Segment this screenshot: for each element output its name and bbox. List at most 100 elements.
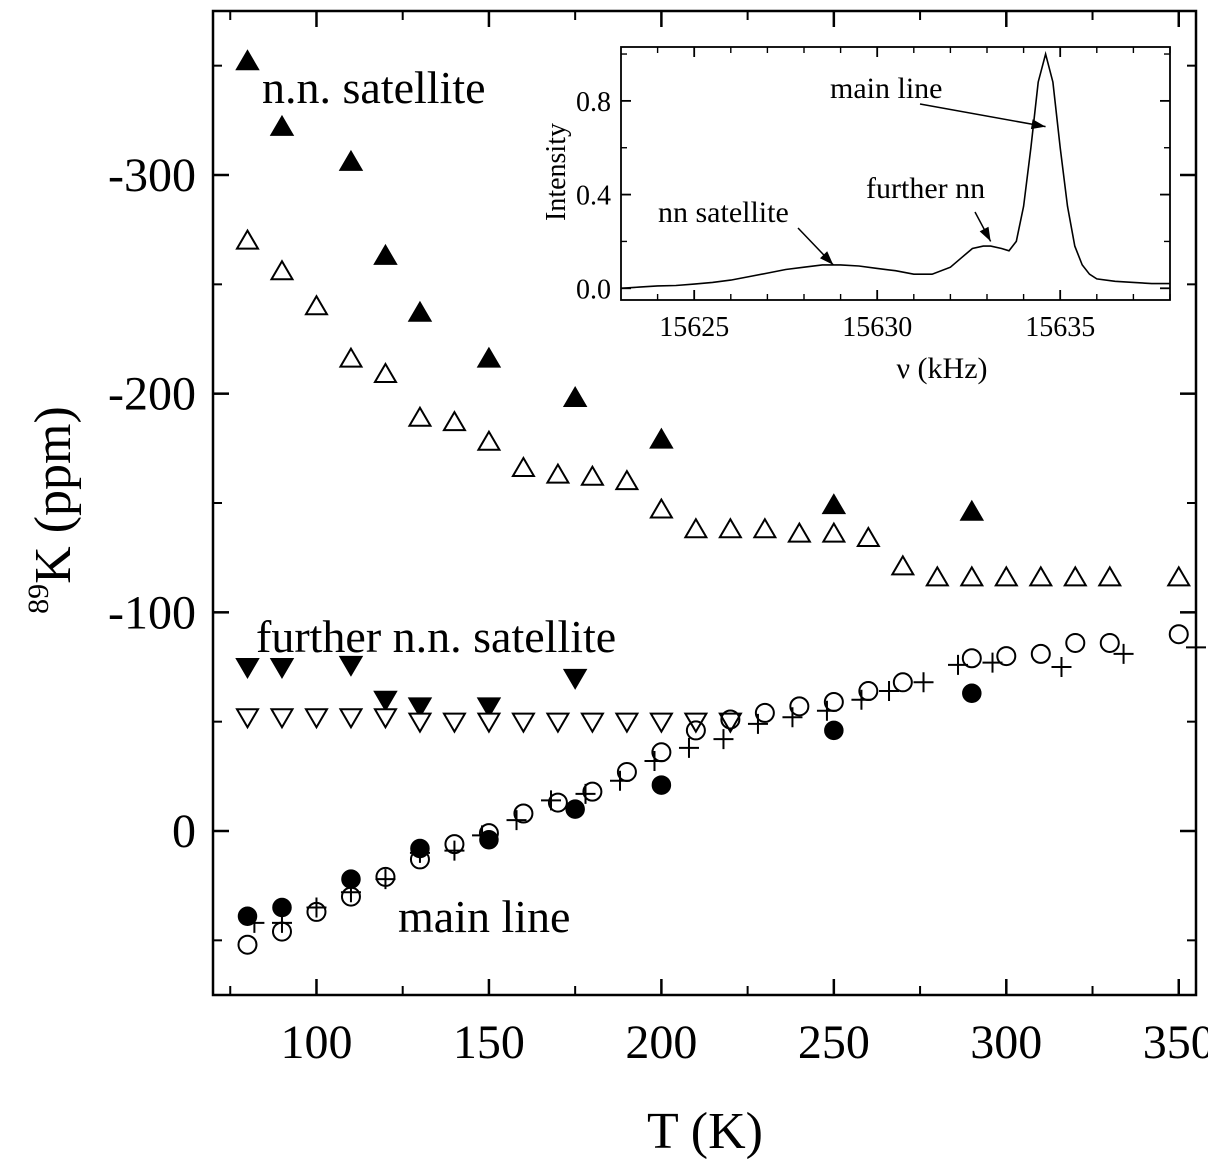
filled-triangle-up-point bbox=[562, 386, 588, 408]
open-triangle-down-point bbox=[683, 712, 709, 734]
inset-arrow-nn-satellite-head bbox=[819, 251, 834, 265]
open-triangle-up-point bbox=[752, 517, 778, 539]
open-triangle-down-point bbox=[511, 712, 536, 734]
open-triangle-up-point bbox=[994, 565, 1019, 587]
open-circle-point bbox=[892, 672, 913, 693]
y-tick-label: -100 bbox=[108, 586, 196, 639]
y-tick-label: -300 bbox=[108, 149, 196, 202]
filled-triangle-down-point bbox=[235, 658, 260, 679]
open-triangle-down-point bbox=[442, 712, 467, 734]
filled-circle-point bbox=[237, 906, 258, 927]
main-plot: 100 150 200 250 300 350 0 -100 -200 -300 T (K) 89… bbox=[22, 9, 1208, 1159]
open-circle-point bbox=[547, 792, 568, 813]
inset-arrow-main-line-head bbox=[1030, 119, 1046, 130]
x-tick-label: 150 bbox=[453, 1016, 525, 1069]
open-circle-point bbox=[1065, 632, 1086, 653]
inset-y-tick-label: 0.8 bbox=[576, 87, 611, 118]
inset-annotation-main-line: main line bbox=[830, 72, 942, 105]
open-triangle-up-point bbox=[442, 410, 467, 432]
inset-y-tick-label: 0.4 bbox=[576, 181, 611, 212]
svg-text:89K (ppm): 89K (ppm) bbox=[22, 406, 82, 614]
open-triangle-down-point bbox=[338, 708, 364, 730]
open-triangle-down-point bbox=[614, 712, 640, 734]
plus-point bbox=[609, 770, 630, 791]
open-circle-point bbox=[582, 781, 603, 802]
open-triangle-down-point bbox=[649, 712, 674, 734]
filled-triangle-up-point bbox=[407, 300, 433, 322]
inset-annotation-further-nn: further nn bbox=[866, 172, 985, 205]
filled-triangle-up-point bbox=[649, 427, 674, 449]
plus-point bbox=[1051, 657, 1072, 677]
open-triangle-up-point bbox=[1166, 565, 1191, 587]
x-axis-label: T (K) bbox=[647, 1103, 763, 1159]
open-triangle-up-point bbox=[545, 462, 571, 484]
main-ticks: 100 150 200 250 300 350 0 -100 -200 -300 bbox=[108, 11, 1208, 1069]
filled-triangle-up-point bbox=[476, 346, 502, 368]
open-triangle-up-point bbox=[683, 517, 709, 539]
x-tick-label: 350 bbox=[1143, 1016, 1208, 1069]
plus-point bbox=[879, 681, 900, 702]
open-triangle-up-point bbox=[304, 294, 329, 316]
y-axis-label-main: K (ppm) bbox=[25, 406, 82, 584]
open-triangle-up-point bbox=[614, 469, 640, 491]
open-circle-point bbox=[1099, 632, 1120, 653]
open-circle-point bbox=[237, 934, 258, 955]
plus-point bbox=[948, 654, 969, 675]
open-triangle-up-point bbox=[235, 228, 260, 250]
plus-point bbox=[340, 882, 361, 903]
annotation-further-nn-satellite: further n.n. satellite bbox=[256, 611, 616, 662]
open-triangle-up-point bbox=[925, 565, 950, 587]
open-triangle-down-point bbox=[580, 712, 605, 734]
inset-spectrum-line bbox=[620, 50, 1170, 290]
open-triangle-down-point bbox=[373, 708, 398, 730]
inset-x-tick-label: 15635 bbox=[1025, 312, 1095, 343]
inset-x-tick-label: 15625 bbox=[659, 312, 729, 343]
filled-triangle-down-point bbox=[476, 697, 502, 719]
plus-point bbox=[1186, 637, 1206, 658]
filled-triangle-up-point bbox=[373, 243, 398, 265]
plus-point bbox=[375, 869, 396, 890]
inset-x-axis-label: ν (kHz) bbox=[896, 352, 987, 385]
plus-point bbox=[644, 751, 665, 772]
plus-point bbox=[575, 783, 596, 804]
plus-point bbox=[851, 689, 872, 710]
filled-triangle-up-point bbox=[235, 49, 260, 71]
open-triangle-up-point bbox=[821, 521, 847, 543]
open-circle-point bbox=[996, 646, 1017, 667]
filled-triangle-down-point bbox=[269, 658, 295, 679]
open-triangle-up-point bbox=[890, 554, 916, 576]
plus-point bbox=[982, 652, 1003, 673]
filled-circle-point bbox=[651, 775, 672, 795]
open-triangle-up-point bbox=[407, 405, 433, 427]
annotation-nn-satellite: n.n. satellite bbox=[262, 62, 486, 113]
open-triangle-down-point bbox=[304, 708, 329, 730]
filled-circle-point bbox=[824, 720, 844, 741]
inset-arrow-further-nn-head bbox=[979, 226, 991, 242]
open-triangle-up-point bbox=[1028, 565, 1054, 587]
plus-point bbox=[816, 700, 837, 721]
open-circle-point bbox=[789, 696, 810, 717]
inset-y-axis-label: Intensity bbox=[541, 123, 572, 221]
filled-circle-point bbox=[962, 683, 982, 703]
inset-plot-background bbox=[621, 47, 1170, 300]
plus-point bbox=[271, 912, 292, 933]
open-triangle-up-point bbox=[476, 429, 502, 451]
inset-plot: 15625 15630 15635 0.0 0.4 0.8 ν (kHz) Intensi… bbox=[541, 46, 1171, 385]
open-triangle-down-point bbox=[407, 712, 433, 734]
plus-point bbox=[782, 707, 803, 728]
open-triangle-down-point bbox=[718, 712, 743, 734]
open-circle-point bbox=[754, 702, 775, 723]
inset-x-tick-label: 15630 bbox=[842, 312, 912, 343]
open-circle-point bbox=[720, 709, 741, 730]
plus-point bbox=[409, 842, 430, 863]
y-axis-label: 89K (ppm) bbox=[22, 406, 82, 614]
main-marks bbox=[235, 49, 1206, 955]
plus-point bbox=[713, 729, 734, 750]
filled-triangle-down-point bbox=[407, 697, 433, 719]
inset-y-tick-label: 0.0 bbox=[576, 274, 611, 305]
inset-plot-frame bbox=[620, 46, 1171, 301]
open-triangle-up-point bbox=[580, 464, 605, 486]
plus-point bbox=[913, 672, 934, 693]
x-tick-label: 200 bbox=[625, 1016, 697, 1069]
